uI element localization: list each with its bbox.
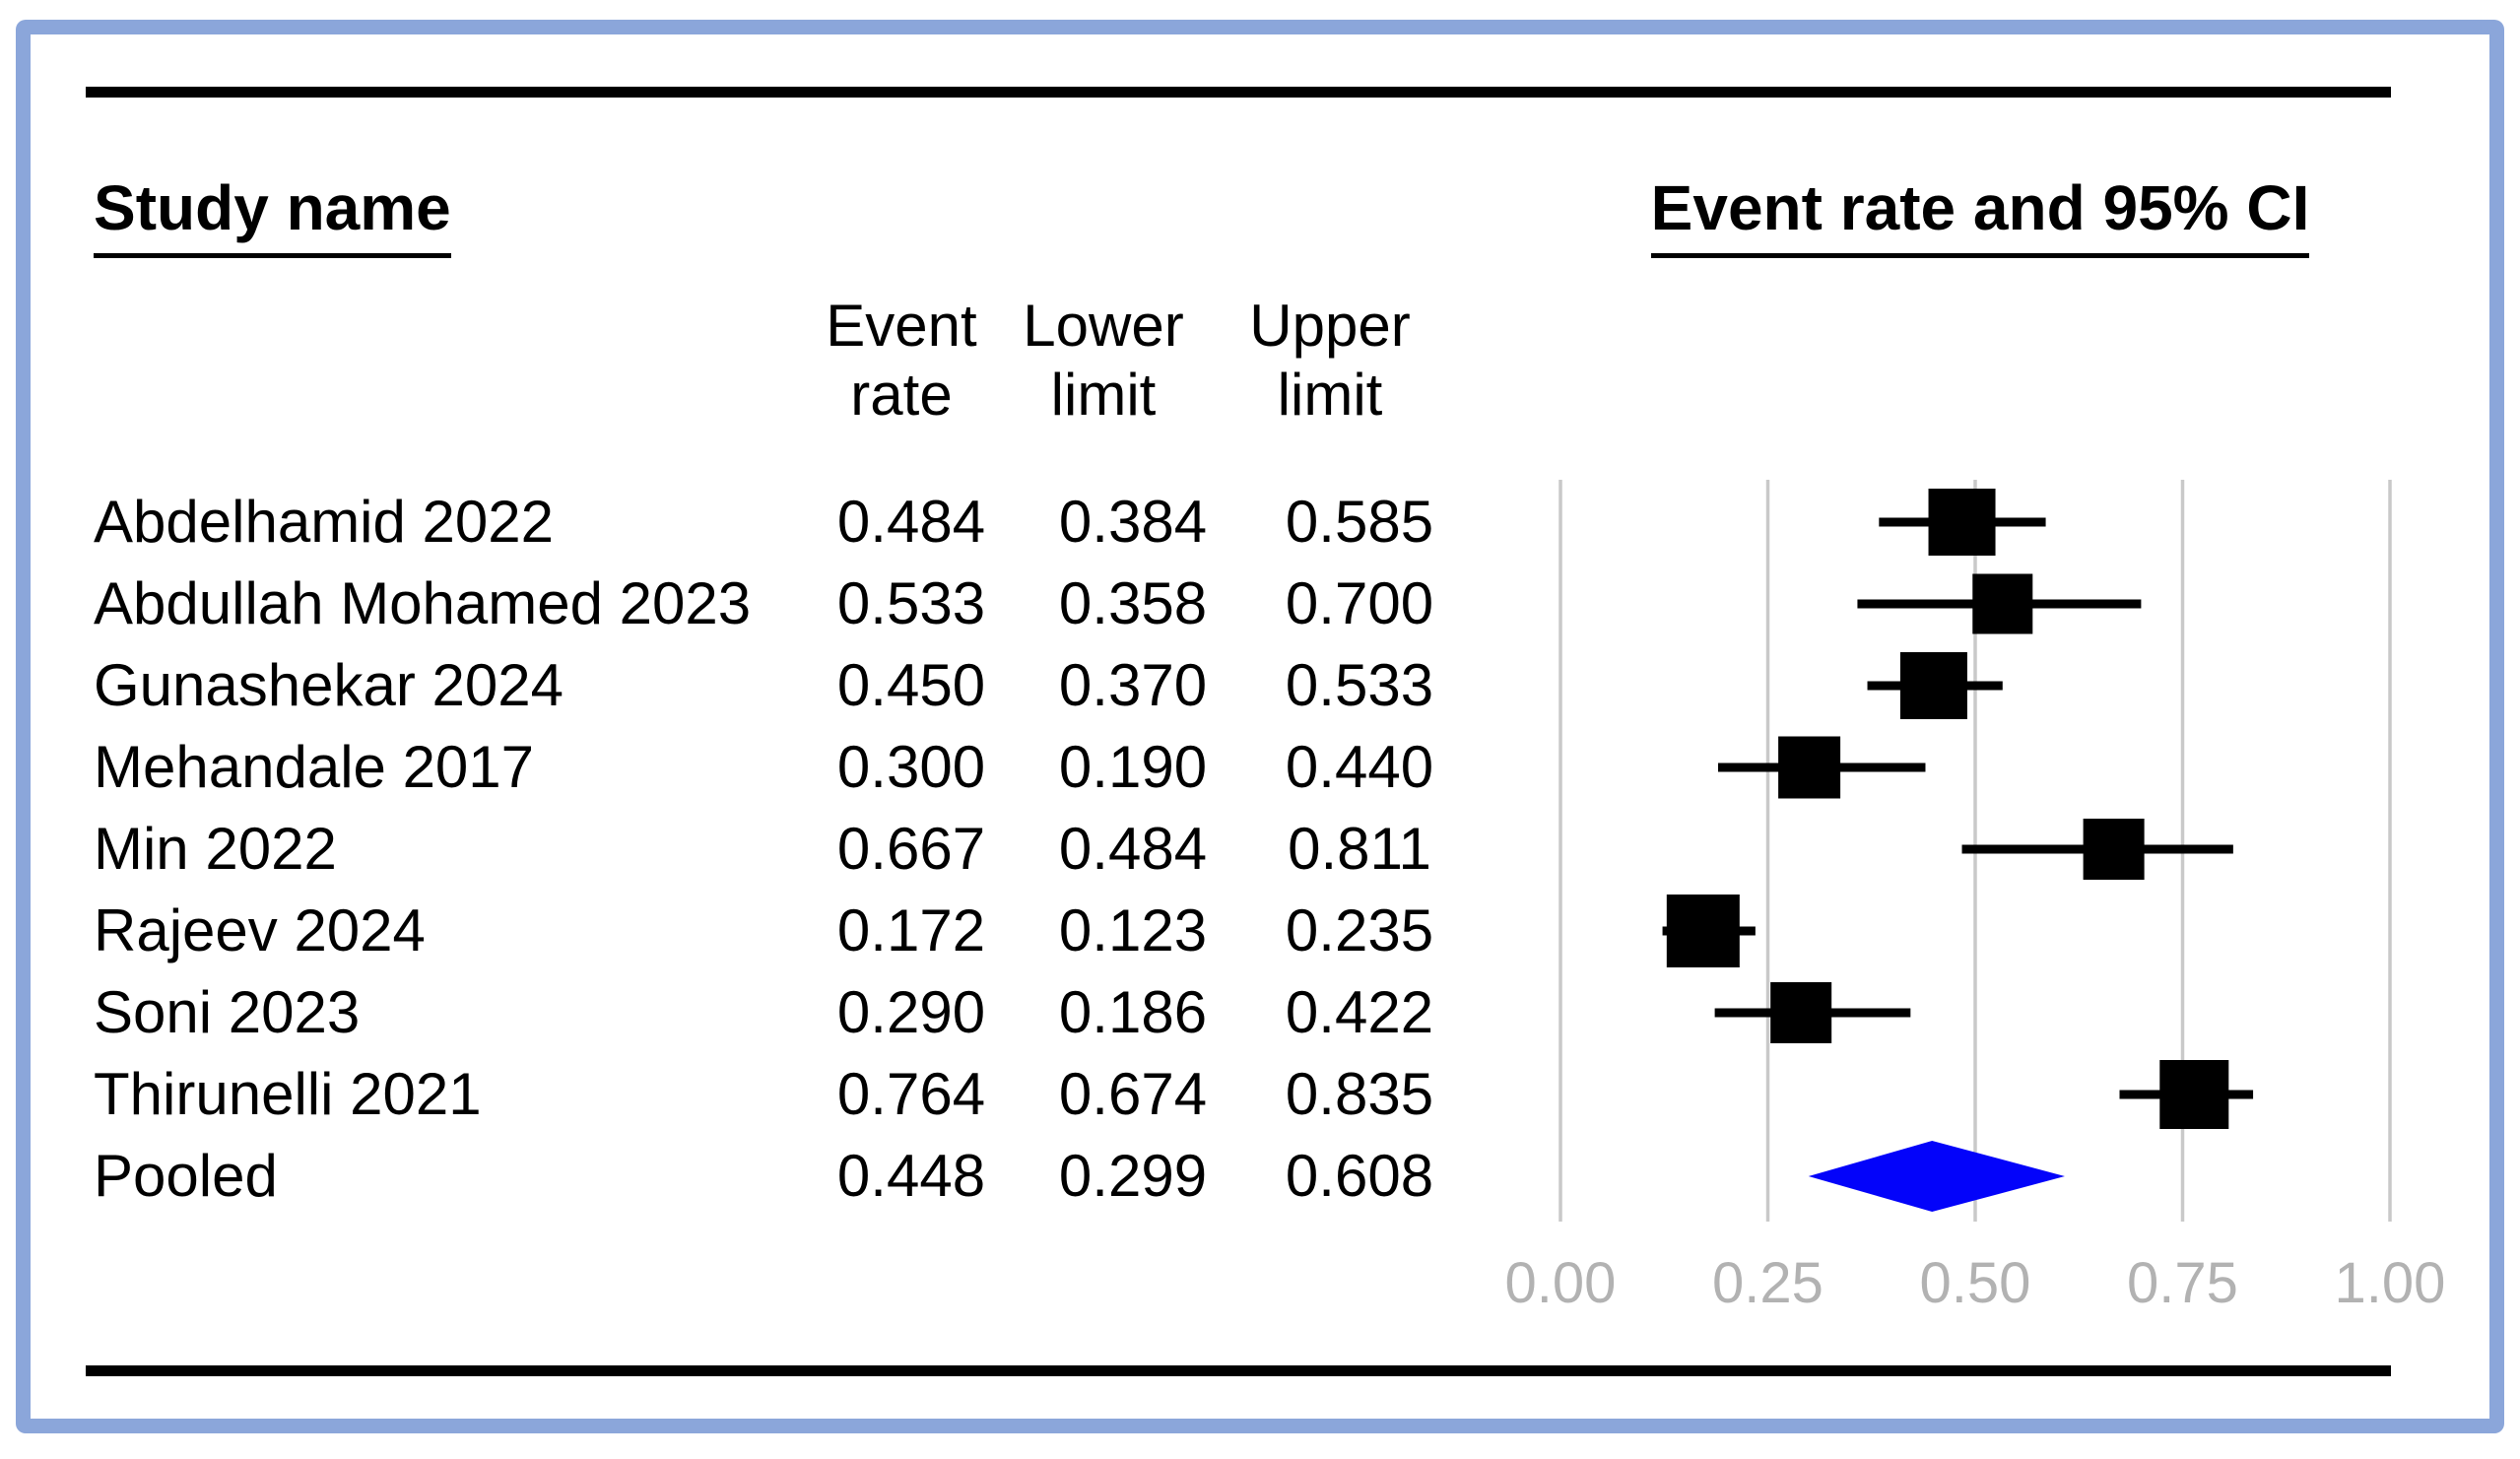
- lower-limit-cell: 0.358: [1058, 570, 1208, 636]
- axis-tick-label: 1.00: [2335, 1251, 2446, 1315]
- table-row: Thirunelli 2021 0.764 0.674 0.835: [0, 1054, 2520, 1135]
- event-rate-cell: 0.533: [836, 570, 986, 636]
- pooled-diamond: [1808, 1141, 2065, 1212]
- event-rate-cell: 0.484: [836, 489, 986, 555]
- top-rule: [86, 87, 2391, 98]
- lower-limit-cell: 0.123: [1058, 897, 1208, 963]
- upper-limit-cell: 0.700: [1285, 570, 1434, 636]
- lower-limit-header-line1: Lower: [1023, 293, 1184, 359]
- study-name-cell: Pooled: [94, 1143, 278, 1209]
- lower-limit-cell: 0.370: [1058, 652, 1208, 718]
- event-rate-cell: 0.300: [836, 734, 986, 800]
- event-rate-marker: [1928, 489, 1996, 556]
- table-row: Gunashekar 2024 0.450 0.370 0.533: [0, 645, 2520, 726]
- event-rate-marker: [2083, 819, 2145, 880]
- table-row: Pooled 0.448 0.299 0.608: [0, 1136, 2520, 1217]
- study-name-cell: Abdullah Mohamed 2023: [94, 570, 752, 636]
- lower-limit-cell: 0.190: [1058, 734, 1208, 800]
- lower-limit-cell: 0.299: [1058, 1143, 1208, 1209]
- plot-title-wrap: Event rate and 95% CI: [1616, 174, 2345, 259]
- table-row: Rajeev 2024 0.172 0.123 0.235: [0, 891, 2520, 971]
- table-row: Mehandale 2017 0.300 0.190 0.440: [0, 727, 2520, 808]
- event-rate-cell: 0.667: [836, 816, 986, 882]
- event-rate-marker: [1666, 895, 1740, 967]
- table-row: Abdelhamid 2022 0.484 0.384 0.585: [0, 482, 2520, 563]
- axis-tick-label: 0.25: [1712, 1251, 1824, 1315]
- study-name-cell: Abdelhamid 2022: [94, 489, 555, 555]
- event-rate-cell: 0.450: [836, 652, 986, 718]
- study-column-title: Study name: [94, 174, 451, 259]
- study-name-cell: Rajeev 2024: [94, 897, 426, 963]
- event-rate-marker: [1972, 573, 2033, 634]
- lower-limit-header-line2: limit: [1050, 362, 1157, 428]
- upper-limit-cell: 0.235: [1285, 897, 1434, 963]
- table-row: Abdullah Mohamed 2023 0.533 0.358 0.700: [0, 564, 2520, 644]
- upper-limit-header-line2: limit: [1277, 362, 1383, 428]
- axis-tick-label: 0.50: [1920, 1251, 2031, 1315]
- event-rate-cell: 0.172: [836, 897, 986, 963]
- event-rate-column-header: Event rate: [783, 292, 1020, 430]
- upper-limit-cell: 0.835: [1285, 1061, 1434, 1127]
- upper-limit-cell: 0.422: [1285, 979, 1434, 1045]
- study-name-cell: Mehandale 2017: [94, 734, 535, 800]
- study-name-cell: Soni 2023: [94, 979, 361, 1045]
- event-rate-header-line1: Event: [826, 293, 977, 359]
- event-rate-marker: [1770, 982, 1832, 1043]
- lower-limit-cell: 0.484: [1058, 816, 1208, 882]
- event-rate-header-line2: rate: [850, 362, 953, 428]
- upper-limit-cell: 0.440: [1285, 734, 1434, 800]
- plot-title: Event rate and 95% CI: [1650, 174, 2310, 259]
- event-rate-cell: 0.448: [836, 1143, 986, 1209]
- upper-limit-header-line1: Upper: [1249, 293, 1411, 359]
- event-rate-marker: [1899, 652, 1967, 719]
- lower-limit-column-header: Lower limit: [985, 292, 1222, 430]
- upper-limit-cell: 0.585: [1285, 489, 1434, 555]
- table-row: Min 2022 0.667 0.484 0.811: [0, 809, 2520, 890]
- event-rate-marker: [1778, 736, 1841, 799]
- lower-limit-cell: 0.674: [1058, 1061, 1208, 1127]
- bottom-rule: [86, 1365, 2391, 1376]
- event-rate-cell: 0.290: [836, 979, 986, 1045]
- event-rate-cell: 0.764: [836, 1061, 986, 1127]
- upper-limit-cell: 0.608: [1285, 1143, 1434, 1209]
- table-row: Soni 2023 0.290 0.186 0.422: [0, 972, 2520, 1053]
- upper-limit-cell: 0.811: [1288, 816, 1431, 882]
- upper-limit-column-header: Upper limit: [1212, 292, 1448, 430]
- axis-tick-label: 0.75: [2127, 1251, 2238, 1315]
- axis-tick-label: 0.00: [1505, 1251, 1617, 1315]
- lower-limit-cell: 0.186: [1058, 979, 1208, 1045]
- study-name-cell: Thirunelli 2021: [94, 1061, 482, 1127]
- lower-limit-cell: 0.384: [1058, 489, 1208, 555]
- upper-limit-cell: 0.533: [1285, 652, 1434, 718]
- event-rate-marker: [2159, 1060, 2229, 1129]
- study-name-cell: Gunashekar 2024: [94, 652, 564, 718]
- study-name-cell: Min 2022: [94, 816, 337, 882]
